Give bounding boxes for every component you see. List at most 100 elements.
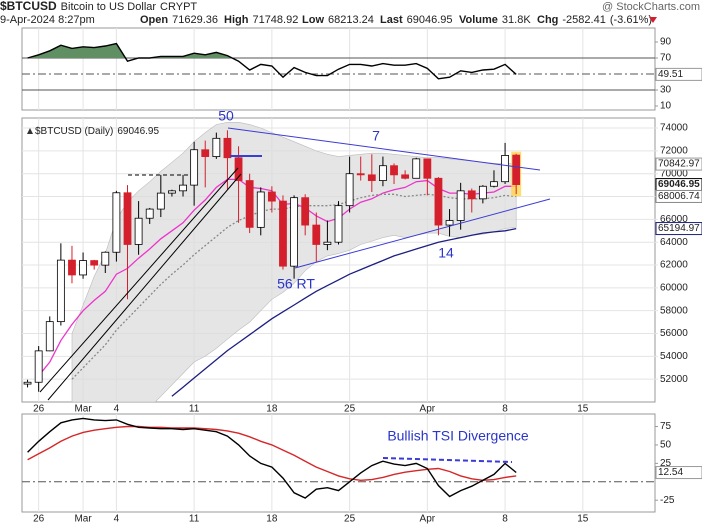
y-tick-label: 30 [660,85,672,96]
y-tick-label: 75 [660,421,672,432]
candle-body [401,174,410,179]
y-tick-label: 64000 [660,237,688,248]
annotation: 14 [438,245,454,261]
candle-body [245,180,254,228]
value-tag-box [655,157,702,171]
candle-body [201,149,210,157]
value-tag: 49.51 [658,69,683,80]
value-tag-box [655,222,702,236]
symbol: $BTCUSD [0,0,57,13]
volume-label: Volume [459,14,498,26]
x-tick-label: Mar [74,404,92,415]
candle-body [290,197,298,267]
y-tick-label: 70000 [660,168,688,179]
candle-body [434,177,443,226]
candle-body [123,192,132,245]
candle-body [212,137,221,157]
x-tick-label: 26 [33,514,45,525]
moving-average [171,227,517,397]
value-tag: 12.54 [658,467,683,478]
candle-body [379,165,387,181]
x-tick-label: 15 [577,404,589,415]
x-tick-label: 18 [266,404,278,415]
y-tick-label: 74000 [660,123,688,134]
x-tick-label: 15 [577,514,589,525]
last-value: 69046.95 [407,14,453,26]
value-tag: 65194.97 [658,223,700,234]
candle-body [112,192,121,253]
divergence-line [382,457,513,463]
credit: @ StockCharts.com [602,1,700,13]
y-tick-label: 25 [660,458,672,469]
annotation: 50 [218,108,234,124]
value-tag: 69046.95 [658,179,700,190]
y-tick-label: 60000 [660,282,688,293]
candle-body [323,241,332,245]
y-tick-label: 90 [660,37,672,48]
name: Bitcoin to US Dollar [61,1,157,13]
candle-body [190,149,199,186]
candle-body [34,350,43,383]
open-label: Open [140,14,168,26]
candle-body [179,184,187,192]
legend-label: $BTCUSD (Daily) [35,126,113,137]
y-tick-label: -25 [660,495,675,506]
last-label: Last [380,14,403,26]
candle-body [23,381,32,385]
x-tick-label: 4 [114,514,120,525]
x-tick-label: 8 [502,404,508,415]
high-value: 71748.92 [252,14,298,26]
candle-body [79,260,87,276]
candle-body [501,155,509,183]
candle-body [334,205,343,243]
date: 9-Apr-2024 8:27pm [0,14,95,26]
y-tick-label: 62000 [660,260,688,271]
panel-plot [22,42,655,91]
y-tick-label: 58000 [660,305,688,316]
chg-pct: (-3.61%) [610,14,652,26]
value-tag: 68006.74 [658,191,700,202]
value-tag-box [655,189,702,203]
x-tick-label: 11 [189,514,200,525]
trend-line [227,127,541,171]
down-arrow [649,17,657,23]
value-tag-box [655,466,702,480]
y-tick-label: 72000 [660,146,688,157]
candle-body [390,165,398,176]
y-tick-label: 50 [660,440,672,451]
annotation: Bullish TSI Divergence [387,428,529,444]
candle-body [456,190,465,221]
candle-body [168,190,176,194]
candle-body [356,173,365,176]
open-value: 71629.36 [172,14,218,26]
legend-icon [27,128,33,134]
candle-body [490,181,498,187]
y-tick-label: 54000 [660,351,688,362]
exchange: CRYPT [160,1,197,13]
candle-body [234,157,243,181]
panel-plot [22,417,655,499]
candle-body [312,224,321,245]
x-tick-label: 11 [189,404,200,415]
chg-label: Chg [537,14,558,26]
x-tick-label: 25 [344,404,356,415]
candle-body [423,158,432,179]
tsi-panel [21,413,656,513]
chg-value: -2582.41 [562,14,605,26]
y-tick-label: 52000 [660,374,688,385]
candle-body [445,220,454,226]
candle-body [467,190,476,200]
x-tick-label: Apr [420,514,436,525]
candle-body [367,174,376,181]
price-legend: $BTCUSD (Daily) 69046.95 [35,126,159,137]
candle-body [279,200,287,267]
candle-body [345,173,354,207]
candle-body [256,191,265,228]
overbought-fill [27,43,517,58]
indicator-line [27,417,517,499]
candle-body [223,137,232,159]
value-tag-box [655,67,702,81]
indicator-line [27,42,517,80]
low-label: Low [302,14,324,26]
